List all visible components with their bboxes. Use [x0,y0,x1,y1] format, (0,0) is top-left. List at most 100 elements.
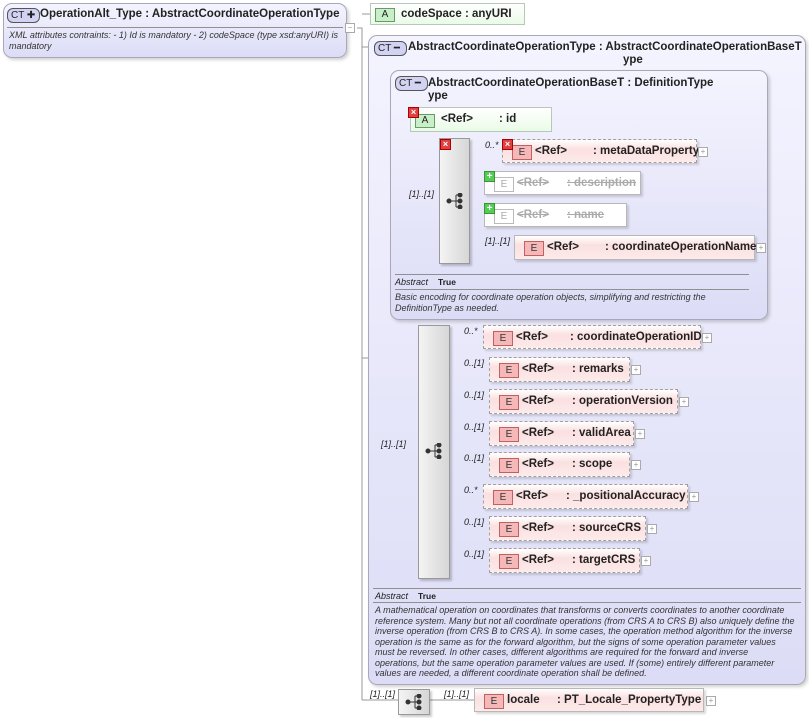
element-name: : _positionalAccuracy [566,490,686,502]
expand-icon[interactable]: + [756,243,766,253]
cardinality: 0..[1] [464,549,485,559]
cardinality: 0..* [464,326,478,336]
expand-icon[interactable]: + [631,460,641,470]
outer-description: A mathematical operation on coordinates … [375,605,795,678]
element-icon: E [499,522,519,537]
element-targetcrs[interactable]: E <Ref> : targetCRS [489,548,640,573]
divider [395,289,749,290]
complex-type-badge: CT ━ [395,76,428,91]
element-icon: E [484,694,504,709]
ref-label: <Ref> [517,209,549,221]
element-coordinateoperationname[interactable]: E <Ref> : coordinateOperationName [514,235,757,260]
element-type: : PT_Locale_PropertyType [557,694,702,706]
element-icon: E [499,363,519,378]
inner-type-title: AbstractCoordinateOperationBaseT : Defin… [428,77,714,102]
element-name: : name [567,209,605,221]
ref-label: <Ref> [522,395,554,407]
expand-icon[interactable]: + [706,696,716,706]
abstract-row: Abstract True [375,591,436,601]
expand-icon[interactable]: + [635,429,645,439]
element-name: : remarks [572,363,624,375]
expand-icon[interactable]: + [702,333,712,343]
element-scope[interactable]: E <Ref> : scope [489,452,630,477]
element-name: : metaDataProperty [593,145,700,157]
sequence-compositor[interactable] [398,689,430,715]
attribute-icon: A [415,114,435,128]
element-icon: E [494,209,514,224]
attribute-codespace[interactable]: A codeSpace : anyURI [370,3,525,25]
cardinality: 0..[1] [464,517,485,527]
element-icon: E [494,177,514,192]
element-icon: E [512,145,532,160]
element-coordinateoperationid[interactable]: E <Ref> : coordinateOperationID [483,325,702,349]
added-icon: + [484,171,495,182]
sequence-compositor[interactable] [418,325,450,579]
element-icon: E [499,427,519,442]
sequence-compositor[interactable] [439,138,470,264]
cardinality: [1]..[1] [485,236,511,246]
outer-type-title: AbstractCoordinateOperationType : Abstra… [408,41,802,66]
ref-label: <Ref> [522,458,554,470]
root-complex-type[interactable]: CT ✚ OperationAlt_Type : AbstractCoordin… [3,3,347,58]
element-name: locale [507,694,540,706]
complex-type-badge: CT ━ [374,41,407,56]
element-name: : validArea [572,427,631,439]
element-metadataproperty[interactable]: E <Ref> : metaDataProperty [502,139,700,163]
ref-label: <Ref> [441,113,473,125]
element-name: : coordinateOperationID [570,331,702,343]
element-name: : coordinateOperationName [605,241,757,253]
ref-label: <Ref> [522,427,554,439]
ref-label: <Ref> [522,554,554,566]
expand-icon[interactable]: + [647,524,657,534]
element-icon: E [493,331,513,346]
cardinality: 0..* [485,140,499,150]
expand-icon[interactable]: + [641,556,651,566]
cardinality: [1]..[1] [444,689,470,699]
expand-icon[interactable]: + [689,492,699,502]
expand-icon[interactable]: + [698,147,708,157]
element-validarea[interactable]: E <Ref> : validArea [489,421,634,446]
sequence-icon [446,193,463,209]
cardinality: [1]..[1] [381,439,407,449]
cardinality: 0..[1] [464,453,485,463]
inner-description: Basic encoding for coordinate operation … [395,292,706,313]
element-icon: E [524,241,544,256]
element-remarks[interactable]: E <Ref> : remarks [489,357,630,382]
element-icon: E [499,395,519,410]
element-sourcecrs[interactable]: E <Ref> : sourceCRS [489,516,646,541]
abstract-row: Abstract True [395,277,456,287]
sequence-icon [425,443,442,459]
cardinality: 0..* [464,485,478,495]
expand-icon[interactable]: + [631,365,641,375]
cardinality: 0..[1] [464,390,485,400]
element-operationversion[interactable]: E <Ref> : operationVersion [489,389,678,414]
prohibited-icon: × [408,107,419,118]
ref-label: <Ref> [516,490,548,502]
root-description: XML attributes contraints: - 1) Id is ma… [9,30,338,51]
attribute-id[interactable]: A <Ref> : id [410,107,552,132]
expand-icon[interactable]: + [679,397,689,407]
element-icon: E [499,458,519,473]
element-locale[interactable]: E locale : PT_Locale_PropertyType [474,688,704,712]
divider [7,27,343,28]
divider [395,274,749,275]
element-name: : operationVersion [572,395,673,407]
cardinality: [1]..[1] [370,689,396,699]
prohibited-icon: × [440,139,451,150]
sequence-icon [405,694,422,710]
ref-label: <Ref> [517,177,549,189]
element-name: : scope [572,458,613,470]
element-icon: E [499,554,519,569]
ref-label: <Ref> [522,522,554,534]
prohibited-icon: × [502,139,513,150]
element-icon: E [493,490,513,505]
attribute-name: : id [499,113,517,125]
ref-label: <Ref> [516,331,548,343]
element-name[interactable]: E <Ref> : name [484,203,627,227]
element-description[interactable]: E <Ref> : description [484,171,641,195]
attribute-icon: A [375,8,395,22]
collapse-icon[interactable]: − [345,23,355,33]
ref-label: <Ref> [535,145,567,157]
element-positionalaccuracy[interactable]: E <Ref> : _positionalAccuracy [483,484,688,509]
